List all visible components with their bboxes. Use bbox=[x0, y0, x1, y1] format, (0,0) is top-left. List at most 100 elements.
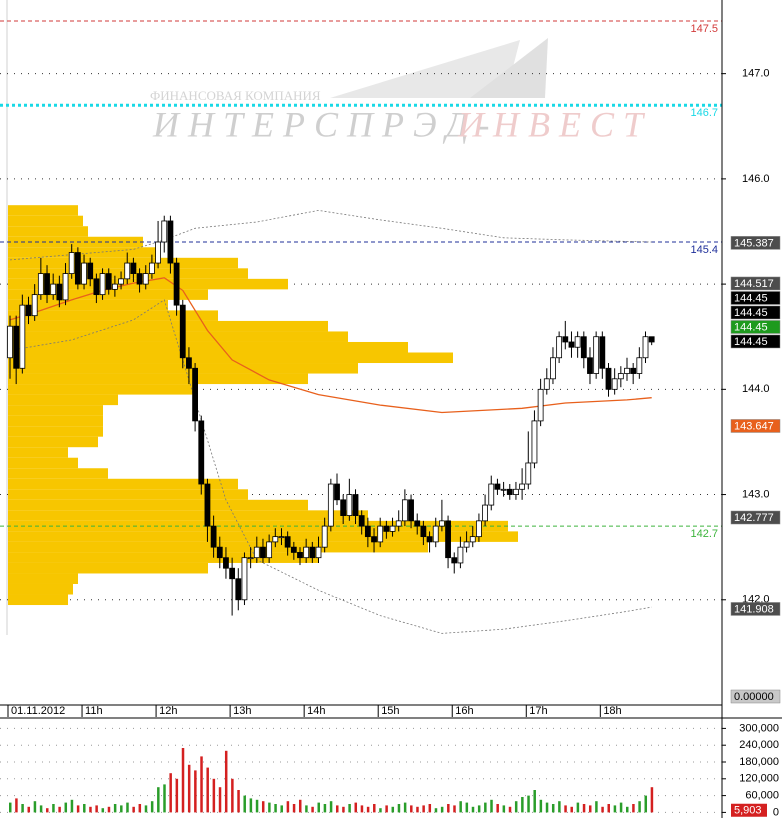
volume-bar bbox=[329, 801, 333, 813]
candle-body bbox=[118, 278, 124, 285]
volume-bar bbox=[564, 805, 567, 813]
volume-bar bbox=[391, 806, 395, 813]
volume-bar bbox=[502, 805, 506, 813]
candle-body bbox=[136, 273, 143, 285]
level-label: 146.7 bbox=[690, 107, 718, 119]
candle-body bbox=[235, 578, 242, 601]
watermark-name: ИНТЕРСПРЭД- bbox=[152, 104, 498, 144]
volume-bar bbox=[187, 764, 191, 813]
volume-bar bbox=[243, 795, 246, 813]
price-tag bbox=[730, 689, 781, 704]
profile-bar bbox=[8, 236, 143, 248]
profile-bar bbox=[8, 205, 78, 216]
candle-body bbox=[587, 357, 593, 374]
candle-body bbox=[580, 336, 587, 359]
y-tick-label: 180,000 bbox=[739, 756, 779, 768]
candle-body bbox=[253, 546, 260, 559]
candle-body bbox=[494, 483, 501, 490]
volume-bar bbox=[249, 798, 253, 813]
volume-bar bbox=[471, 806, 475, 813]
y-tick-label: 143.0 bbox=[742, 488, 770, 500]
volume-bar bbox=[101, 808, 105, 813]
volume-bar bbox=[514, 801, 518, 813]
candle-body bbox=[383, 525, 390, 532]
watermark: ФИНАНСОВАЯ КОМПАНИЯ ИНТЕРСПРЭД- ИНВЕСТ bbox=[150, 38, 652, 144]
candle-body bbox=[408, 499, 414, 522]
price-tag-label: 0.00000 bbox=[734, 691, 774, 703]
candle-body bbox=[469, 536, 476, 543]
profile-bar bbox=[8, 552, 318, 563]
candle-body bbox=[192, 367, 199, 422]
candle-body bbox=[179, 304, 186, 359]
candle-body bbox=[389, 525, 396, 532]
y-tick-label: 300,000 bbox=[739, 722, 779, 734]
volume-bar bbox=[342, 806, 345, 813]
profile-bar bbox=[8, 436, 98, 448]
candle-body bbox=[451, 557, 458, 564]
candle-body bbox=[506, 488, 513, 495]
candle-body bbox=[130, 262, 137, 274]
volume-bar bbox=[360, 805, 364, 813]
candle-body bbox=[377, 525, 384, 543]
candle-body bbox=[297, 552, 303, 559]
volume-bar bbox=[336, 805, 339, 813]
candle-body bbox=[284, 536, 291, 548]
volume-bar bbox=[576, 802, 580, 813]
volume-bar bbox=[9, 802, 12, 813]
volume-pane: 0 60,000 120,000 180,000 240,000 300,000 5,903 bbox=[0, 722, 779, 818]
profile-bar bbox=[8, 457, 78, 469]
volume-bar bbox=[465, 802, 469, 813]
volume-bar bbox=[39, 805, 43, 813]
volume-bar bbox=[218, 787, 222, 813]
volume-bar bbox=[200, 756, 203, 813]
candle-body bbox=[432, 525, 439, 543]
volume-bar bbox=[533, 790, 536, 813]
candle-body bbox=[309, 546, 316, 559]
volume-bar bbox=[626, 806, 629, 813]
volume-bar bbox=[292, 804, 296, 813]
volume-bar bbox=[354, 802, 358, 813]
candle-body bbox=[617, 373, 624, 380]
indicator-line bbox=[9, 277, 652, 414]
candle-body bbox=[513, 488, 519, 495]
candle-body bbox=[611, 378, 618, 390]
volume-bar bbox=[33, 801, 37, 813]
volume-bar bbox=[632, 804, 635, 813]
candle-body bbox=[50, 283, 57, 296]
y-tick-label: 0 bbox=[773, 806, 779, 818]
volume-bar bbox=[169, 773, 172, 813]
profile-bar bbox=[8, 394, 118, 406]
volume-tag-label: 5,903 bbox=[734, 805, 762, 817]
volume-bar bbox=[323, 804, 327, 813]
candle-body bbox=[62, 273, 69, 301]
volume-bar bbox=[447, 804, 450, 813]
price-tag-label: 142.777 bbox=[734, 512, 774, 524]
price-tag-label: 144.45 bbox=[734, 307, 768, 319]
volume-bar bbox=[181, 748, 185, 813]
volume-bar bbox=[15, 798, 18, 813]
candle-body bbox=[229, 567, 236, 580]
price-tag bbox=[730, 320, 781, 334]
volume-bar bbox=[144, 805, 148, 813]
volume-bar bbox=[496, 804, 499, 813]
indicator-line bbox=[9, 209, 652, 261]
volume-bar bbox=[570, 806, 573, 813]
candle-body bbox=[482, 504, 488, 522]
candle-body bbox=[19, 304, 26, 369]
profile-bar bbox=[8, 489, 248, 500]
candle-body bbox=[142, 273, 149, 285]
profile-bar bbox=[8, 415, 103, 427]
volume-bar bbox=[89, 806, 92, 813]
candle-body bbox=[198, 420, 205, 485]
volume-bar bbox=[410, 805, 413, 813]
candle-body bbox=[457, 546, 464, 564]
candle-body bbox=[167, 220, 174, 264]
profile-bar bbox=[8, 247, 158, 258]
volume-bar bbox=[138, 804, 142, 813]
watermark-name: ИНВЕСТ bbox=[457, 104, 652, 144]
price-tag bbox=[730, 334, 781, 349]
profile-bar bbox=[8, 310, 218, 321]
profile-bar bbox=[8, 299, 168, 311]
candle-body bbox=[155, 241, 161, 264]
profile-bar bbox=[8, 573, 78, 584]
